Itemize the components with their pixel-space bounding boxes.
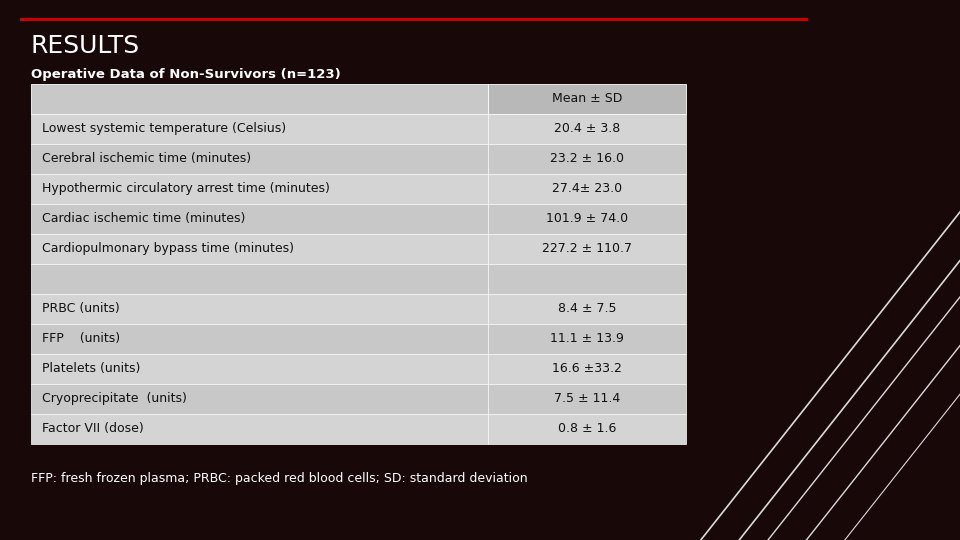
- Bar: [488, 204, 686, 234]
- Text: Lowest systemic temperature (Celsius): Lowest systemic temperature (Celsius): [42, 123, 286, 136]
- Bar: [488, 294, 686, 324]
- Bar: [488, 144, 686, 174]
- Bar: [488, 324, 686, 354]
- Text: 11.1 ± 13.9: 11.1 ± 13.9: [550, 332, 624, 345]
- Bar: [488, 84, 686, 114]
- Bar: [488, 354, 686, 384]
- Text: 16.6 ±33.2: 16.6 ±33.2: [552, 362, 622, 375]
- Text: 7.5 ± 11.4: 7.5 ± 11.4: [554, 392, 620, 405]
- Bar: [31, 174, 488, 204]
- Bar: [488, 414, 686, 444]
- Bar: [488, 234, 686, 264]
- Text: Factor VII (dose): Factor VII (dose): [42, 422, 144, 435]
- Text: Cryoprecipitate  (units): Cryoprecipitate (units): [42, 392, 187, 405]
- Text: Cardiac ischemic time (minutes): Cardiac ischemic time (minutes): [42, 212, 246, 225]
- Text: RESULTS: RESULTS: [31, 34, 140, 58]
- Bar: [31, 384, 488, 414]
- Text: 101.9 ± 74.0: 101.9 ± 74.0: [546, 212, 628, 225]
- Text: Operative Data of Non-Survivors (n=123): Operative Data of Non-Survivors (n=123): [31, 68, 341, 81]
- Bar: [488, 174, 686, 204]
- Bar: [31, 294, 488, 324]
- Text: 8.4 ± 7.5: 8.4 ± 7.5: [558, 302, 616, 315]
- Text: Platelets (units): Platelets (units): [42, 362, 140, 375]
- Text: PRBC (units): PRBC (units): [42, 302, 120, 315]
- Text: 20.4 ± 3.8: 20.4 ± 3.8: [554, 123, 620, 136]
- Bar: [488, 384, 686, 414]
- Bar: [488, 264, 686, 294]
- Text: 227.2 ± 110.7: 227.2 ± 110.7: [542, 242, 632, 255]
- Text: 23.2 ± 16.0: 23.2 ± 16.0: [550, 152, 624, 165]
- Bar: [31, 414, 488, 444]
- Text: Cardiopulmonary bypass time (minutes): Cardiopulmonary bypass time (minutes): [42, 242, 294, 255]
- Text: FFP: fresh frozen plasma; PRBC: packed red blood cells; SD: standard deviation: FFP: fresh frozen plasma; PRBC: packed r…: [31, 472, 527, 485]
- Bar: [31, 84, 488, 114]
- Bar: [31, 144, 488, 174]
- Bar: [31, 114, 488, 144]
- Text: 0.8 ± 1.6: 0.8 ± 1.6: [558, 422, 616, 435]
- Bar: [488, 114, 686, 144]
- Bar: [31, 234, 488, 264]
- Text: 27.4± 23.0: 27.4± 23.0: [552, 183, 622, 195]
- Text: Mean ± SD: Mean ± SD: [552, 92, 622, 105]
- Bar: [31, 204, 488, 234]
- Text: Hypothermic circulatory arrest time (minutes): Hypothermic circulatory arrest time (min…: [42, 183, 330, 195]
- Bar: [31, 324, 488, 354]
- Text: FFP    (units): FFP (units): [42, 332, 120, 345]
- Bar: [31, 354, 488, 384]
- Bar: [31, 264, 488, 294]
- Text: Cerebral ischemic time (minutes): Cerebral ischemic time (minutes): [42, 152, 252, 165]
